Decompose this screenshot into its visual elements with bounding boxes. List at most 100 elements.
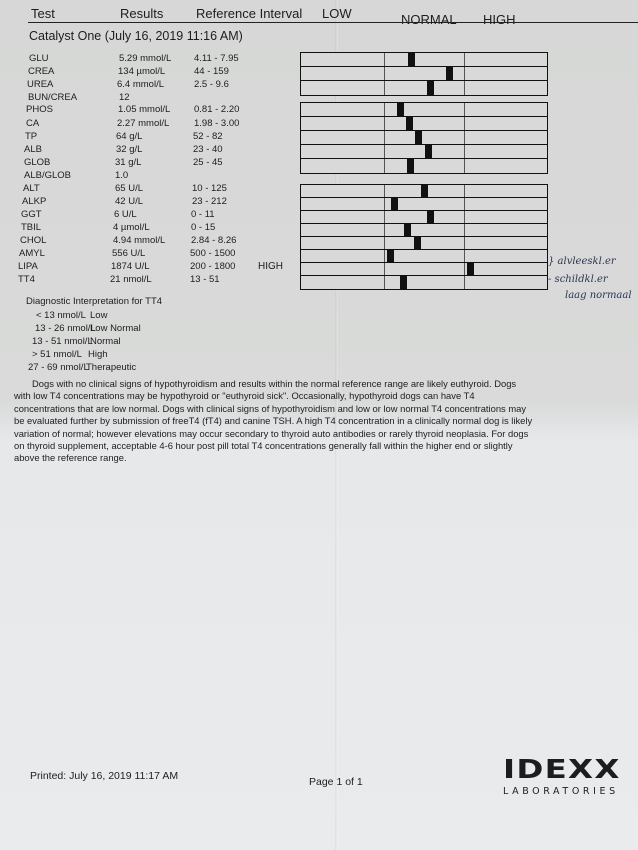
table-row: TP 64 g/L 52 - 82 [0,131,300,143]
zone-divider [384,159,385,173]
table-row: TT4 21 nmol/L 13 - 51 [0,274,300,286]
test-result: 1.05 mmol/L [118,104,171,115]
zone-divider [464,211,465,223]
range-bar-ca [301,117,547,131]
test-name: TP [25,131,38,142]
range-bar-ggt [301,211,547,224]
logo-sub: LABORATORIES [503,786,619,797]
handwritten-note: } alvleeskl.er [548,256,616,267]
reference-interval: 23 - 40 [193,144,223,155]
zone-divider [384,237,385,249]
table-row: TBIL 4 µmol/L 0 - 15 [0,222,300,234]
interp-label: Normal [90,336,121,347]
zone-divider [464,237,465,249]
table-row: CA 2.27 mmol/L 1.98 - 3.00 [0,118,300,130]
result-marker [391,198,399,210]
reference-interval: 1.98 - 3.00 [194,118,240,129]
zone-divider [464,263,465,275]
result-marker [445,67,453,80]
result-marker [405,117,413,130]
result-marker [466,263,474,275]
table-row: ALKP 42 U/L 23 - 212 [0,196,300,208]
range-bar-tp [301,131,547,145]
test-result: 32 g/L [116,144,143,155]
result-marker [407,53,415,66]
reference-interval: 25 - 45 [193,157,223,168]
range-bar-chol [301,237,547,250]
test-name: CA [26,118,40,129]
col-header-high: HIGH [483,12,516,27]
table-row: AMYL 556 U/L 500 - 1500 [0,248,300,260]
range-bar-group [300,52,548,96]
test-name: CHOL [20,235,47,246]
paper-fold [335,0,338,850]
reference-interval: 52 - 82 [193,131,223,142]
interp-range: 27 - 69 nmol/L [28,362,89,373]
test-result: 65 U/L [115,183,143,194]
test-name: GLU [29,53,49,64]
zone-divider [464,67,465,80]
reference-interval: 0.81 - 2.20 [194,104,240,115]
result-marker [425,145,433,158]
reference-interval: 23 - 212 [192,196,227,207]
handwritten-note: - schildkl.er [548,274,608,285]
table-row: CHOL 4.94 mmol/L 2.84 - 8.26 [0,235,300,247]
zone-divider [384,211,385,223]
range-bar-urea [301,81,547,95]
zone-divider [464,250,465,262]
test-name: TBIL [21,222,42,233]
range-bar-glob [301,159,547,173]
test-name: ALB/GLOB [24,170,71,181]
zone-divider [464,131,465,144]
reference-interval: 10 - 125 [192,183,227,194]
zone-divider [464,159,465,173]
reference-interval: 0 - 11 [191,209,215,220]
test-name: GGT [21,209,42,220]
table-row: GGT 6 U/L 0 - 11 [0,209,300,221]
zone-divider [464,81,465,95]
reference-interval: 4.11 - 7.95 [194,53,239,64]
result-marker [426,81,434,95]
test-result: 1874 U/L [111,261,150,272]
test-name: TT4 [18,274,35,285]
table-row: CREA 134 µmol/L 44 - 159 [0,66,300,78]
reference-interval: 44 - 159 [194,66,229,77]
result-marker [396,103,404,116]
test-result: 556 U/L [112,248,146,259]
zone-divider [384,276,385,289]
test-name: PHOS [26,104,53,115]
section-title: Catalyst One (July 16, 2019 11:16 AM) [29,29,243,43]
test-name: AMYL [19,248,45,259]
col-header-low: LOW [322,6,352,21]
zone-divider [384,145,385,158]
zone-divider [464,117,465,130]
range-bar-lipa [301,263,547,276]
zone-divider [464,198,465,210]
reference-interval: 13 - 51 [190,274,220,285]
zone-divider [464,53,465,66]
table-row: LIPA 1874 U/L 200 - 1800 HIGH [0,261,300,273]
table-row: BUN/CREA 12 [0,92,300,104]
table-row: GLU 5.29 mmol/L 4.11 - 7.95 [0,53,300,65]
range-bar-crea [301,67,547,81]
high-flag: HIGH [258,261,283,272]
test-result: 5.29 mmol/L [119,53,172,64]
interp-range: 13 - 26 nmol/L [35,323,96,334]
range-bar-alb [301,145,547,159]
handwritten-note: laag normaal [565,290,632,301]
range-bar-amyl [301,250,547,263]
zone-divider [384,103,385,116]
interpretation-title: Diagnostic Interpretation for TT4 [26,296,163,307]
test-name: GLOB [24,157,51,168]
zone-divider [464,145,465,158]
result-marker [421,185,429,197]
result-marker [407,159,414,173]
col-header-test: Test [31,6,55,21]
test-result: 1.0 [115,170,129,181]
zone-divider [464,276,465,289]
zone-divider [464,185,465,197]
result-marker [387,250,395,262]
result-marker [413,237,421,249]
zone-divider [384,185,385,197]
zone-divider [384,81,385,95]
